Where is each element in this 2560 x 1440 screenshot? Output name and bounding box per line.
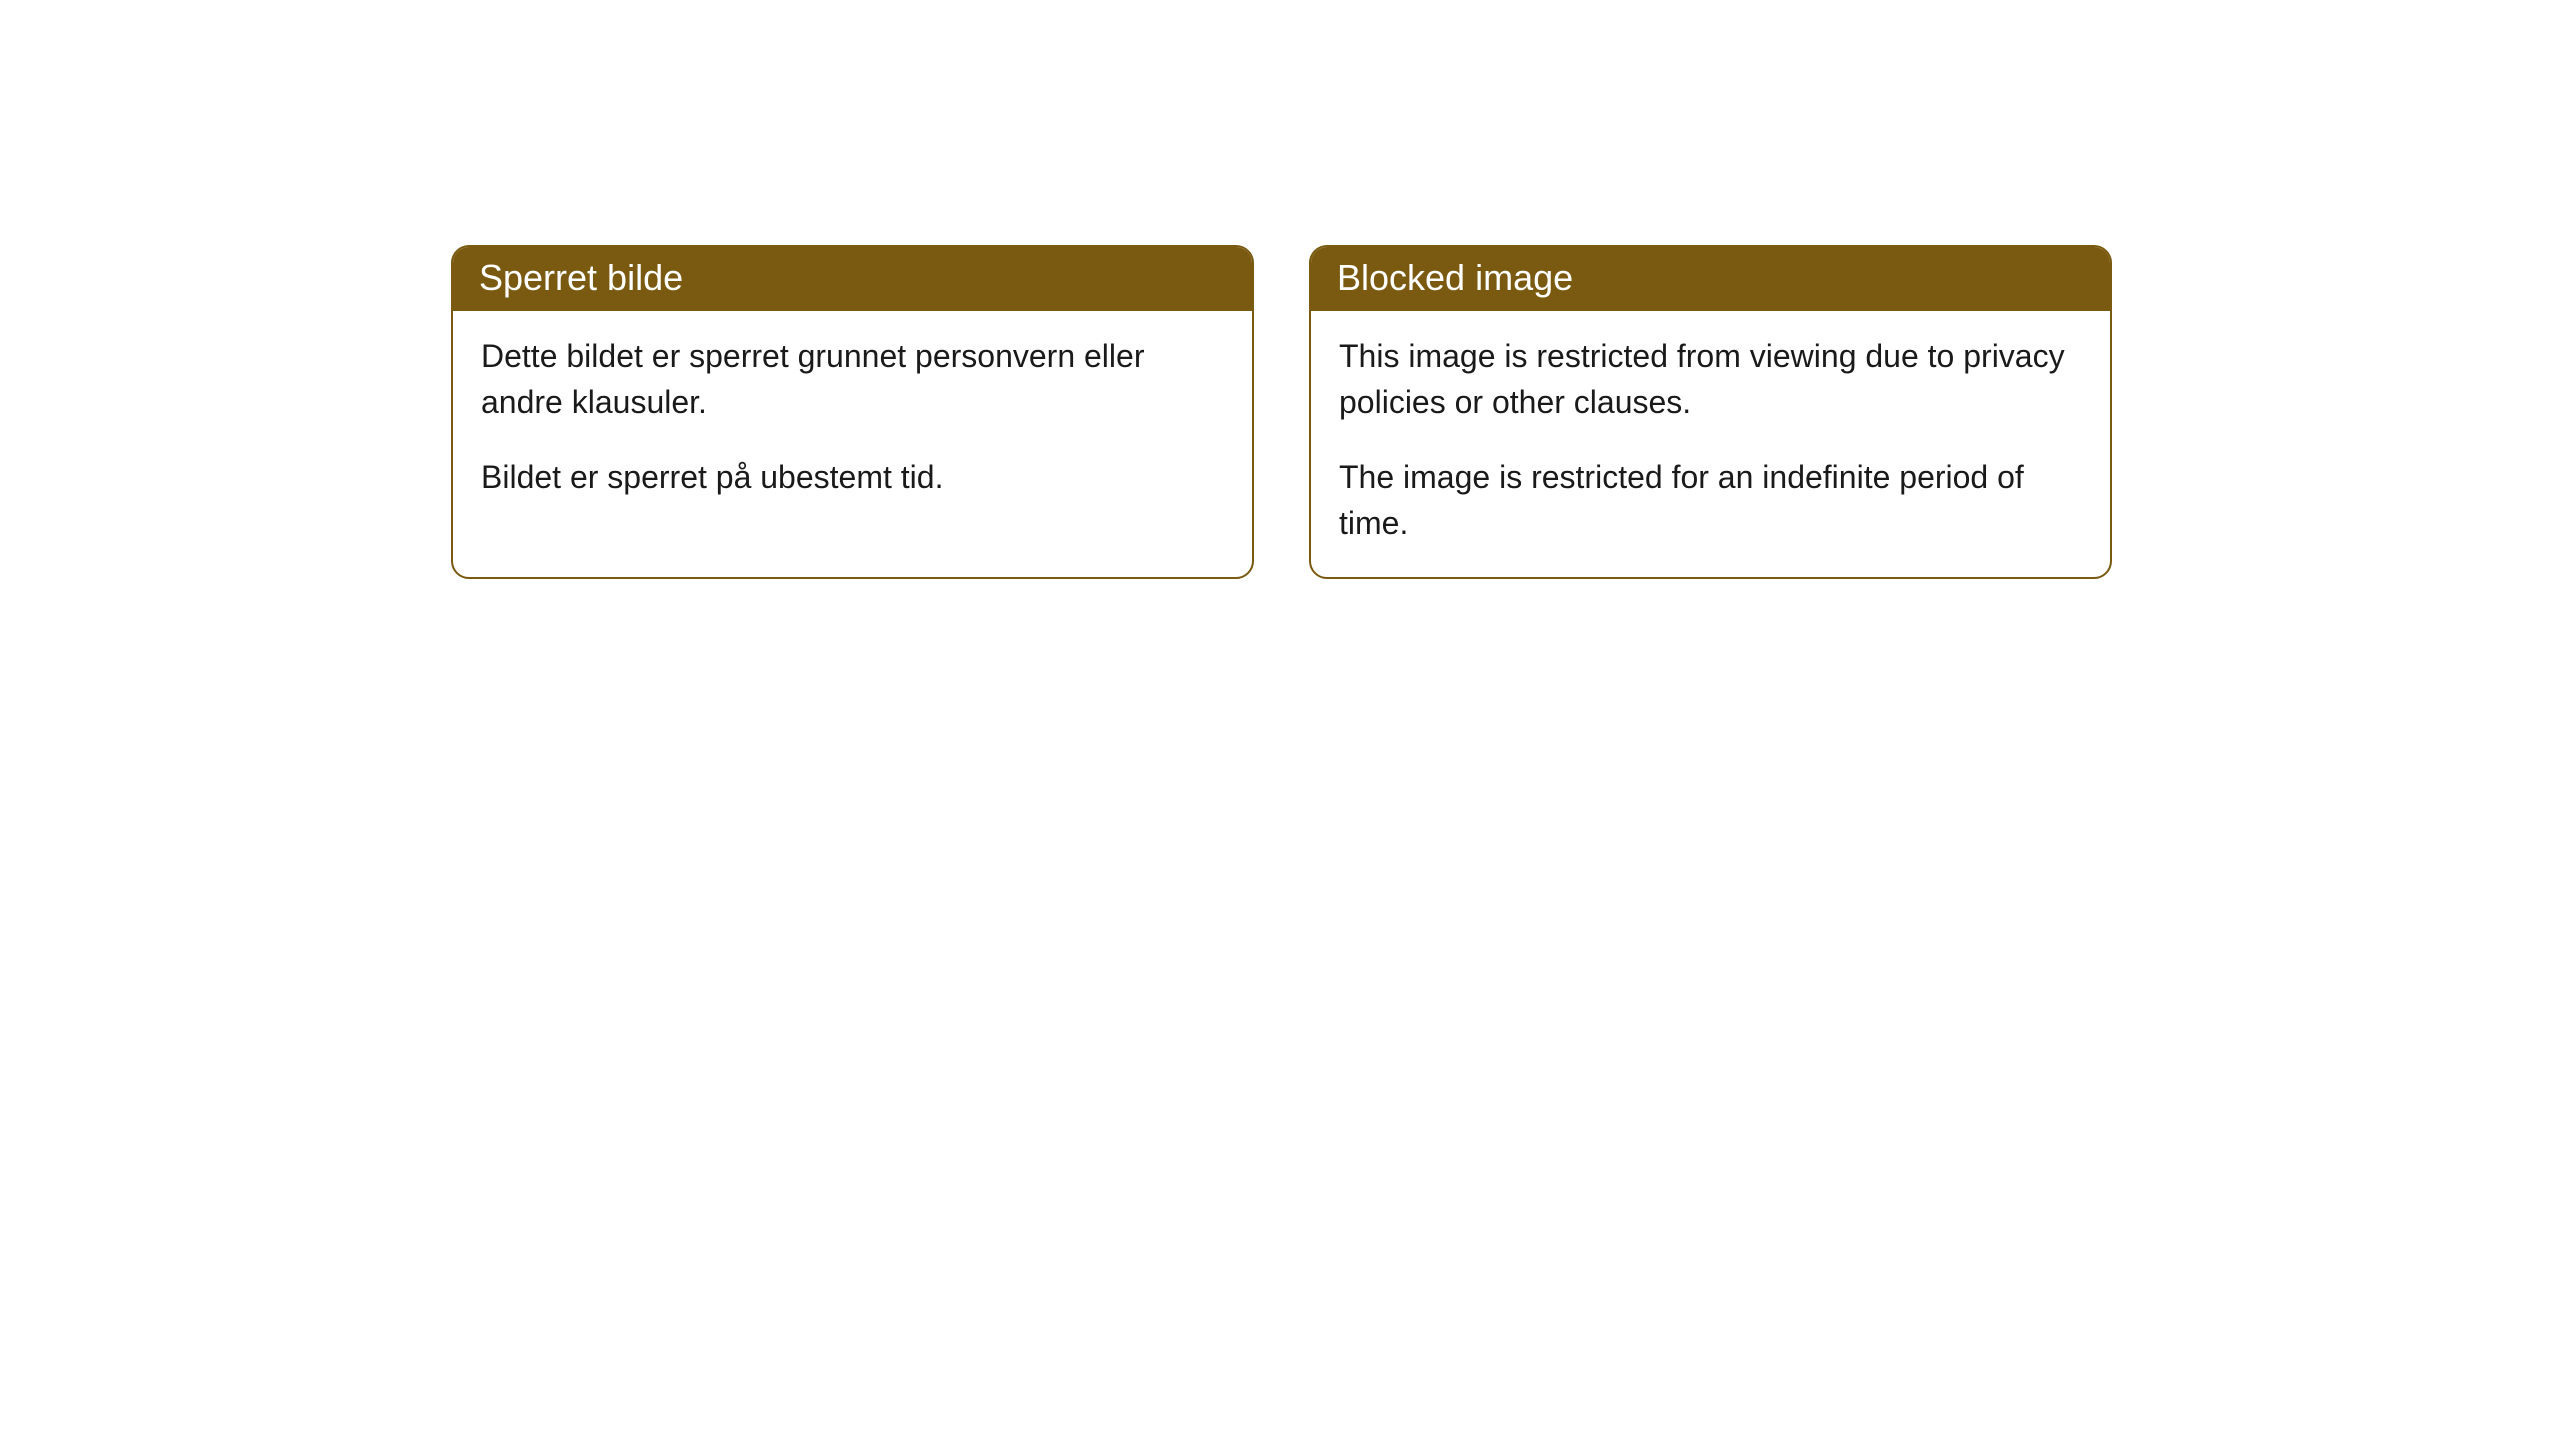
card-norwegian: Sperret bilde Dette bildet er sperret gr…: [451, 245, 1254, 579]
card-body-english: This image is restricted from viewing du…: [1311, 311, 2110, 577]
card-paragraph: Dette bildet er sperret grunnet personve…: [481, 333, 1224, 426]
card-title: Sperret bilde: [479, 257, 683, 298]
card-header-english: Blocked image: [1311, 247, 2110, 311]
card-paragraph: The image is restricted for an indefinit…: [1339, 454, 2082, 547]
card-title: Blocked image: [1337, 257, 1573, 298]
card-english: Blocked image This image is restricted f…: [1309, 245, 2112, 579]
card-body-norwegian: Dette bildet er sperret grunnet personve…: [453, 311, 1252, 530]
cards-container: Sperret bilde Dette bildet er sperret gr…: [451, 245, 2112, 579]
card-header-norwegian: Sperret bilde: [453, 247, 1252, 311]
card-paragraph: Bildet er sperret på ubestemt tid.: [481, 454, 1224, 500]
card-paragraph: This image is restricted from viewing du…: [1339, 333, 2082, 426]
